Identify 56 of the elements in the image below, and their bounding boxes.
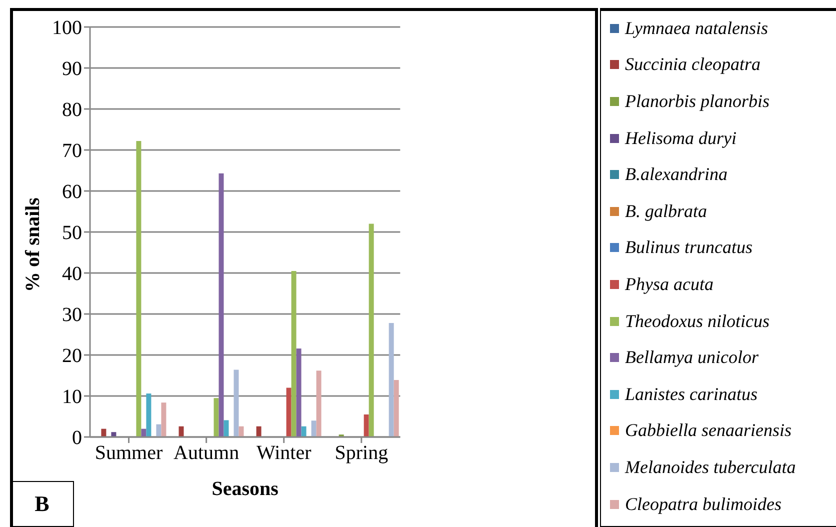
bar bbox=[388, 323, 394, 437]
y-axis-title: % of snails bbox=[22, 197, 44, 292]
legend-label: Cleopatra bulimoides bbox=[625, 494, 782, 515]
bar bbox=[161, 402, 166, 437]
legend-label: Theodoxus niloticus bbox=[625, 310, 770, 332]
bar bbox=[368, 224, 374, 437]
bar bbox=[156, 424, 162, 437]
bar bbox=[286, 388, 292, 437]
x-tick-label: Spring bbox=[334, 442, 388, 464]
legend-label: Helisoma duryi bbox=[625, 128, 736, 149]
legend-label: Bulinus truncatus bbox=[625, 237, 753, 258]
text: B bbox=[10, 481, 74, 527]
bar bbox=[141, 428, 146, 437]
y-tick-label: 30 bbox=[62, 304, 82, 326]
bar bbox=[238, 426, 244, 437]
bar bbox=[394, 380, 399, 437]
y-tick-label: 0 bbox=[72, 427, 82, 450]
y-tick-label: 10 bbox=[62, 386, 82, 408]
y-tick-label: 70 bbox=[62, 140, 82, 162]
bar bbox=[178, 426, 184, 437]
bar bbox=[218, 173, 224, 437]
bar bbox=[101, 428, 106, 437]
bar bbox=[234, 370, 239, 437]
legend-label: Melanoides tuberculata bbox=[625, 456, 796, 478]
legend-label: Gabbiella senaariensis bbox=[625, 420, 792, 442]
y-tick-label: 20 bbox=[62, 345, 82, 368]
legend-label: Physa acuta bbox=[625, 274, 714, 295]
x-tick-label: Autumn bbox=[174, 442, 240, 464]
y-tick-label: 90 bbox=[62, 58, 82, 80]
y-tick-label: 40 bbox=[62, 263, 82, 286]
x-tick-label: Summer bbox=[94, 442, 163, 464]
bar bbox=[311, 420, 316, 437]
bar bbox=[111, 432, 116, 437]
bar bbox=[214, 398, 219, 437]
legend-label: B. galbrata bbox=[625, 200, 708, 222]
y-tick-label: 60 bbox=[62, 181, 82, 204]
x-axis-title: Seasons bbox=[212, 478, 279, 500]
bar bbox=[291, 270, 296, 437]
bar bbox=[316, 370, 322, 437]
legend-label: Bellamya unicolor bbox=[625, 347, 758, 368]
y-tick-label: 100 bbox=[52, 17, 82, 40]
bar bbox=[296, 348, 302, 437]
bar bbox=[364, 414, 369, 437]
legend-label: Planorbis planorbis bbox=[625, 90, 770, 112]
bar bbox=[136, 140, 142, 437]
bar bbox=[224, 420, 229, 437]
legend-label: Succinia cleopatra bbox=[625, 54, 760, 76]
legend-label: Lymnaea natalensis bbox=[625, 18, 768, 39]
x-tick-label: Winter bbox=[256, 442, 312, 464]
y-tick-label: 80 bbox=[62, 99, 82, 122]
bar bbox=[146, 394, 152, 437]
bar bbox=[256, 426, 262, 437]
y-tick-label: 50 bbox=[62, 222, 82, 244]
legend-label: B.alexandrina bbox=[625, 164, 728, 186]
bar bbox=[301, 426, 306, 437]
legend-label: Lanistes carinatus bbox=[625, 384, 758, 405]
